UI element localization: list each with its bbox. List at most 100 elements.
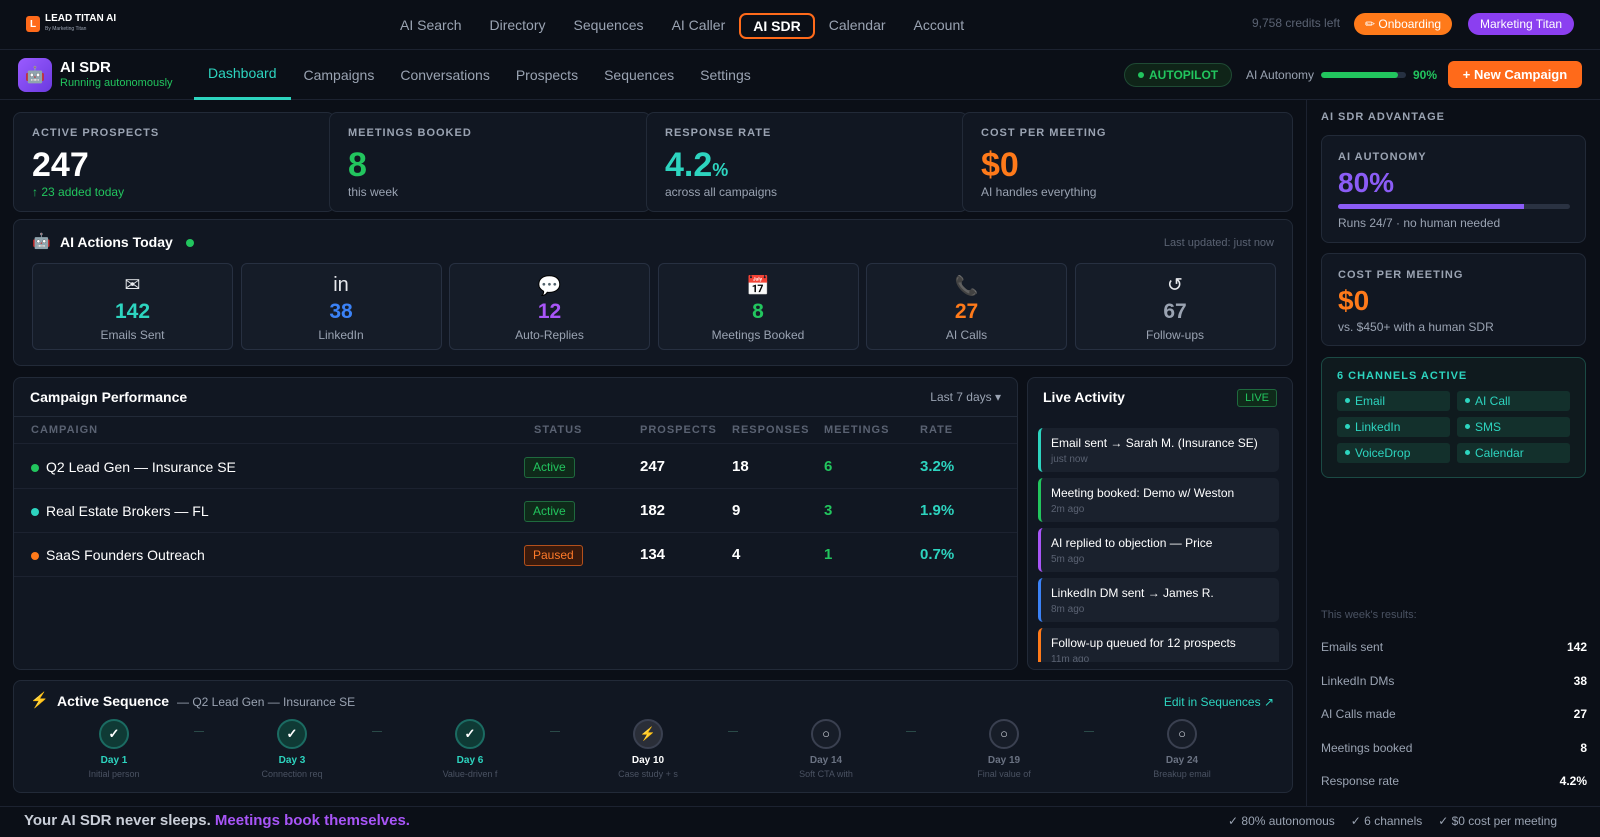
autonomy-progress-fill: [1338, 204, 1524, 209]
tab-sequences[interactable]: Sequences: [604, 67, 675, 83]
action-label: Follow-ups: [1145, 328, 1205, 342]
activity-item[interactable]: Meeting booked: Demo w/ Weston 2m ago: [1038, 478, 1279, 522]
activity-item[interactable]: AI replied to objection — Price 5m ago: [1038, 528, 1279, 572]
circle-icon: ○: [811, 719, 841, 749]
stat-subtext: AI handles everything: [981, 185, 1097, 199]
week-result-value: 38: [1573, 673, 1587, 688]
activity-item[interactable]: Email sent → Sarah M. (Insurance SE) just…: [1038, 428, 1279, 472]
stat-value-number: 8: [348, 146, 367, 184]
sequence-step[interactable]: ✓ Day 3 Connection req: [242, 719, 342, 779]
sequence-step[interactable]: ○ Day 24 Breakup email: [1132, 719, 1232, 779]
channel-chip-sms[interactable]: SMS: [1457, 417, 1570, 437]
action-value: 27: [954, 300, 979, 323]
nav-item-ai-sdr[interactable]: AI SDR: [739, 13, 815, 39]
activity-text: LinkedIn DM sent → James R.: [1051, 586, 1214, 600]
nav-item-directory[interactable]: Directory: [489, 17, 546, 33]
sdr-tabs: Dashboard Campaigns Conversations Prospects…: [194, 50, 764, 100]
tab-dashboard[interactable]: Dashboard: [194, 50, 291, 100]
week-result-label: Response rate: [1321, 774, 1400, 788]
autonomy-fill: [1321, 72, 1398, 78]
footer-badge: ✓ 6 channels: [1350, 814, 1423, 828]
edit-in-sequences-link[interactable]: Edit in Sequences ↗: [1163, 695, 1274, 709]
tab-prospects[interactable]: Prospects: [515, 67, 579, 83]
sequence-title: Active Sequence: [57, 693, 170, 709]
workspace-button[interactable]: Marketing Titan: [1468, 13, 1575, 35]
autopilot-label: AUTOPILOT: [1149, 68, 1219, 82]
credits-left: 9,758 credits left: [1252, 16, 1341, 30]
table-row[interactable]: Q2 Lead Gen — Insurance SE Active 247 18 6 3.…: [14, 445, 1017, 489]
activity-item[interactable]: LinkedIn DM sent → James R. 8m ago: [1038, 578, 1279, 622]
stat-label: RESPONSE RATE: [665, 127, 772, 139]
onboarding-button[interactable]: ✏ Onboarding: [1354, 13, 1453, 35]
step-day: Day 1: [100, 755, 128, 766]
cell-prospects: 182: [640, 502, 666, 519]
lightning-icon: ⚡: [30, 692, 49, 709]
nav-item-sequences[interactable]: Sequences: [573, 17, 644, 33]
new-campaign-button[interactable]: + New Campaign: [1448, 61, 1582, 88]
nav-item-ai-search[interactable]: AI Search: [400, 17, 462, 33]
stat-card-active-prospects: ACTIVE PROSPECTS 247 ↑ 23 added today: [13, 112, 335, 212]
activity-text: Follow-up queued for 12 prospects: [1051, 636, 1236, 650]
sequence-step[interactable]: ⚡ Day 10 Case study + s: [598, 719, 698, 779]
stat-subtext: across all campaigns: [665, 185, 778, 199]
activity-time: 2m ago: [1051, 504, 1085, 515]
column-header-meetings: MEETINGS: [824, 424, 890, 436]
action-tile-emails-sent[interactable]: ✉ 142 Emails Sent: [32, 263, 233, 350]
channels-card: 6 CHANNELS ACTIVE Email AI Call LinkedIn SM…: [1321, 357, 1586, 478]
action-tile-meetings-booked[interactable]: 📅 8 Meetings Booked: [657, 263, 859, 350]
stat-label: MEETINGS BOOKED: [348, 127, 472, 139]
table-row[interactable]: Real Estate Brokers — FL Active 182 9 3 1.9%: [14, 489, 1017, 533]
channel-chip-email[interactable]: Email: [1337, 391, 1450, 411]
date-range-dropdown[interactable]: Last 7 days ▾: [930, 390, 1001, 404]
cell-meetings: 1: [824, 546, 833, 563]
campaign-name[interactable]: Q2 Lead Gen — Insurance SE: [46, 459, 236, 475]
step-day: Day 19: [987, 755, 1021, 766]
channel-label: SMS: [1475, 420, 1502, 434]
tab-settings[interactable]: Settings: [700, 67, 751, 83]
action-tile-follow-ups[interactable]: ↺ 67 Follow-ups: [1074, 263, 1276, 350]
week-result-value: 27: [1573, 707, 1587, 721]
circle-icon: ○: [1167, 719, 1197, 749]
footer-badge: ✓ 80% autonomous: [1228, 814, 1335, 828]
nav-item-ai-caller[interactable]: AI Caller: [671, 17, 726, 33]
autopilot-toggle[interactable]: AUTOPILOT: [1124, 63, 1233, 87]
nav-item-calendar[interactable]: Calendar: [828, 17, 886, 33]
campaign-performance-panel: Campaign Performance Last 7 days ▾ CAMPA…: [13, 377, 1018, 670]
activity-item[interactable]: Follow-up queued for 12 prospects 11m ago: [1038, 628, 1279, 662]
activity-text: AI replied to objection — Price: [1051, 536, 1213, 550]
step-description: Connection req: [261, 769, 323, 779]
column-header-rate: RATE: [920, 424, 954, 436]
channel-chip-ai-call[interactable]: AI Call: [1457, 391, 1570, 411]
campaign-name[interactable]: SaaS Founders Outreach: [46, 547, 205, 563]
tab-conversations[interactable]: Conversations: [400, 67, 490, 83]
campaign-name[interactable]: Real Estate Brokers — FL: [46, 503, 209, 519]
channel-chip-voicedrop[interactable]: VoiceDrop: [1337, 443, 1450, 463]
autonomy-card-label: AI AUTONOMY: [1338, 151, 1427, 163]
channel-chip-calendar[interactable]: Calendar: [1457, 443, 1570, 463]
column-header-campaign: CAMPAIGN: [31, 424, 99, 436]
page-title: AI SDR: [60, 59, 111, 76]
nav-item-account[interactable]: Account: [913, 17, 965, 33]
week-result-label: Emails sent: [1321, 640, 1384, 654]
stat-value-number: $0: [981, 146, 1019, 184]
app-logo[interactable]: L LEAD TITAN AI By Marketing Titan: [26, 14, 116, 34]
live-dot-icon: [186, 239, 194, 247]
step-connector: [906, 731, 916, 732]
tab-campaigns[interactable]: Campaigns: [303, 67, 375, 83]
action-tile-auto-replies[interactable]: 💬 12 Auto-Replies: [449, 263, 650, 350]
sequence-step[interactable]: ✓ Day 6 Value-driven f: [420, 719, 520, 779]
footer-badges: ✓ 80% autonomous ✓ 6 channels ✓ $0 cost pe…: [1228, 814, 1557, 828]
chat-bubble-icon: 💬: [537, 276, 562, 297]
sequence-step[interactable]: ○ Day 14 Soft CTA with: [776, 719, 876, 779]
cell-responses: 18: [732, 458, 749, 475]
activity-time: 5m ago: [1051, 554, 1085, 565]
campaign-performance-title: Campaign Performance: [30, 389, 188, 405]
table-row[interactable]: SaaS Founders Outreach Paused 134 4 1 0.7%: [14, 533, 1017, 577]
autonomy-slider[interactable]: [1321, 72, 1406, 78]
channel-chip-linkedin[interactable]: LinkedIn: [1337, 417, 1450, 437]
action-tile-linkedin[interactable]: in 38 LinkedIn: [240, 263, 442, 350]
activity-feed[interactable]: Email sent → Sarah M. (Insurance SE) just…: [1038, 428, 1279, 662]
sequence-step[interactable]: ○ Day 19 Final value of: [954, 719, 1054, 779]
sequence-step[interactable]: ✓ Day 1 Initial person: [64, 719, 164, 779]
action-tile-ai-calls[interactable]: 📞 27 AI Calls: [866, 263, 1067, 350]
